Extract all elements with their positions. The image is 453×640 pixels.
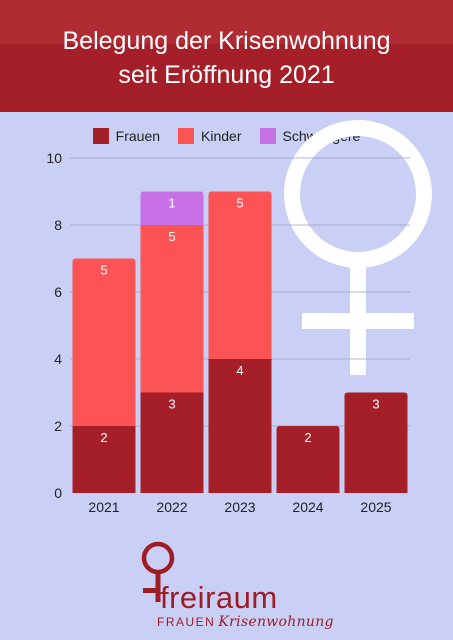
legend-item-kinder: Kinder — [178, 128, 242, 144]
bar-frauen-2021 — [72, 426, 136, 493]
logo-subtitle: FRAUEN Krisenwohnung — [157, 614, 334, 630]
title-line-2: seit Eröffnung 2021 — [118, 61, 335, 89]
bar-schwangere-2022 — [140, 191, 204, 225]
y-tick-label: 0 — [54, 485, 62, 501]
data-label: 4 — [236, 363, 243, 378]
data-label: 2 — [304, 430, 311, 445]
data-label: 5 — [100, 263, 107, 278]
freiraum-logo: freiraum FRAUEN Krisenwohnung — [140, 540, 334, 635]
data-label: 5 — [168, 229, 175, 244]
logo-sub-italic: Krisenwohnung — [218, 614, 334, 630]
y-tick-label: 6 — [54, 284, 62, 300]
title-line-1: Belegung der Krisenwohnung — [62, 27, 391, 55]
data-label: 5 — [236, 196, 243, 211]
bars — [72, 191, 408, 493]
y-tick-label: 10 — [46, 150, 62, 166]
bar-stack-2022 — [140, 191, 204, 493]
logo-mark — [141, 541, 175, 602]
legend-swatch-frauen — [92, 128, 109, 144]
bar-frauen-2024 — [276, 426, 340, 493]
bar-stack-2025 — [344, 392, 408, 493]
logo-sub-caps: FRAUEN — [157, 615, 216, 629]
legend-label-frauen: Frauen — [115, 128, 161, 144]
chart-title: Belegung der Krisenwohnung seit Eröffnun… — [0, 24, 453, 92]
y-tick-label: 8 — [54, 217, 62, 233]
legend-label-kinder: Kinder — [201, 128, 242, 144]
x-tick-label: 2022 — [156, 499, 187, 515]
data-label: 2 — [100, 430, 107, 445]
bar-kinder-2023 — [208, 191, 272, 359]
legend-swatch-schwangere — [259, 128, 276, 144]
bar-frauen-2022 — [140, 392, 204, 493]
legend-swatch-kinder — [178, 128, 195, 144]
header-band — [0, 0, 453, 44]
bar-frauen-2025 — [344, 392, 408, 493]
y-axis: 0 2 4 6 8 10 — [46, 150, 62, 501]
legend-item-frauen: Frauen — [92, 128, 161, 144]
data-labels: 2 5 3 5 1 4 5 2 3 — [100, 196, 379, 446]
data-label: 1 — [168, 196, 175, 211]
bar-stack-2023 — [208, 191, 272, 493]
x-axis: 2021 2022 2023 2024 2025 — [88, 499, 391, 515]
x-tick-label: 2024 — [292, 499, 323, 515]
bar-kinder-2022 — [140, 225, 204, 393]
bar-frauen-2023 — [208, 359, 272, 493]
bar-stack-2021 — [72, 258, 136, 493]
x-tick-label: 2021 — [88, 499, 119, 515]
x-tick-label: 2025 — [360, 499, 391, 515]
header-banner: Belegung der Krisenwohnung seit Eröffnun… — [0, 0, 453, 112]
y-tick-label: 4 — [54, 351, 62, 367]
data-label: 3 — [168, 397, 175, 412]
female-symbol-decoration — [284, 120, 432, 375]
data-label: 3 — [372, 397, 379, 412]
x-tick-label: 2023 — [224, 499, 255, 515]
bar-stack-2024 — [276, 426, 340, 493]
y-tick-label: 2 — [54, 418, 62, 434]
bar-kinder-2021 — [72, 258, 136, 426]
logo-wordmark: freiraum — [160, 580, 278, 615]
